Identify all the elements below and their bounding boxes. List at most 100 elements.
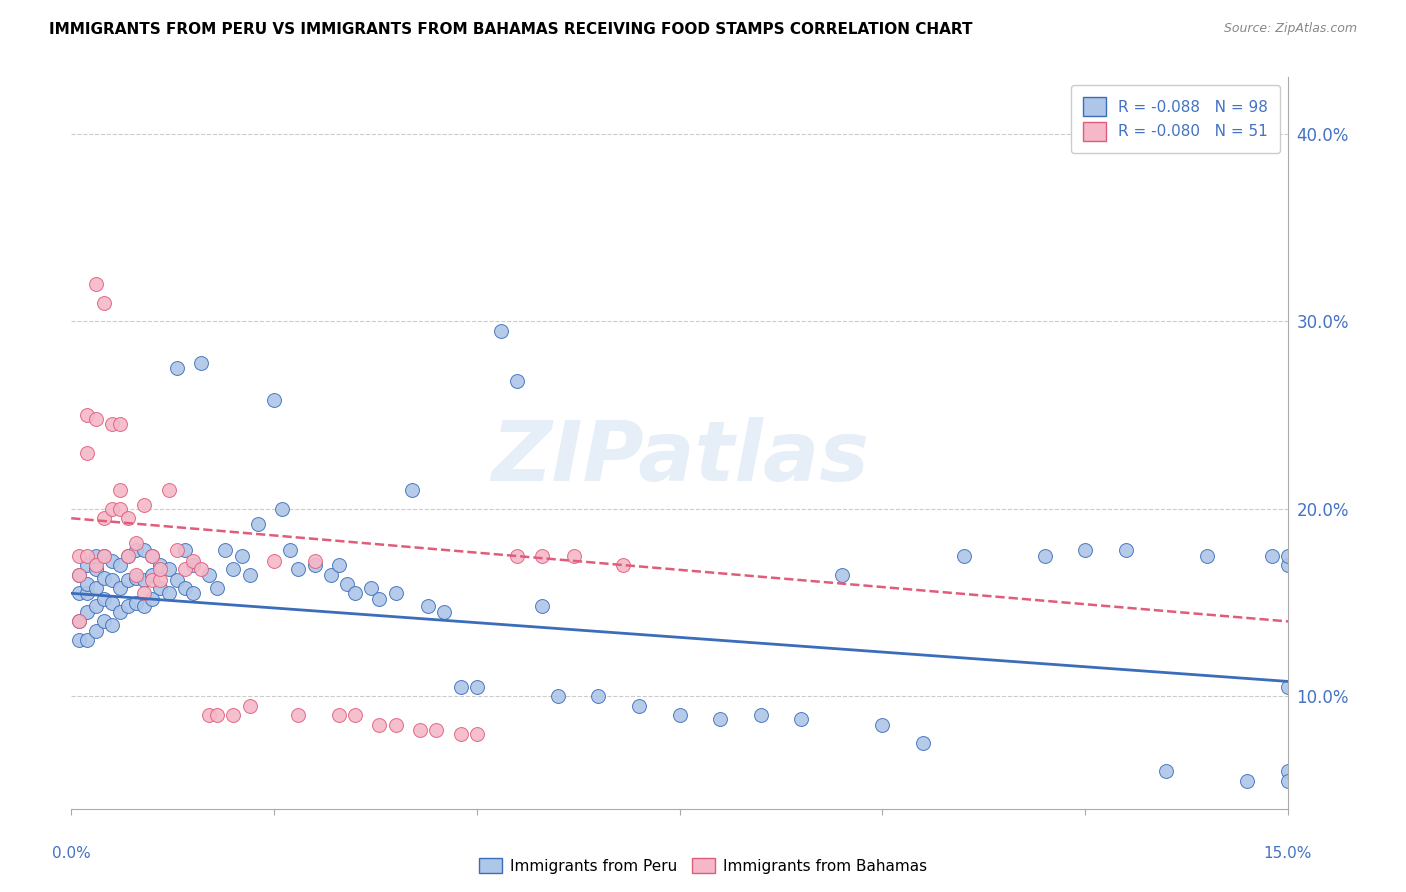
Point (67, 567, 90, 582)
Point (450, 727, 472, 741)
Point (134, 543, 156, 558)
Point (222, 562, 245, 576)
Point (1236, 773, 1258, 788)
Point (668, 708, 690, 723)
Point (831, 567, 853, 582)
Point (149, 573, 172, 587)
Point (108, 605, 131, 619)
Point (93, 295, 115, 310)
Point (368, 717, 391, 731)
Point (562, 549, 585, 563)
Point (360, 581, 382, 595)
Point (465, 680, 488, 694)
Point (117, 573, 139, 587)
Point (108, 581, 131, 595)
Point (117, 549, 139, 563)
Point (530, 599, 553, 614)
Text: ZIPatlas: ZIPatlas (491, 417, 869, 499)
Point (1261, 549, 1284, 563)
Point (67, 586, 90, 600)
Point (166, 361, 188, 376)
Point (547, 690, 569, 704)
Point (84, 624, 107, 638)
Point (246, 516, 269, 531)
Point (418, 599, 440, 614)
Text: IMMIGRANTS FROM PERU VS IMMIGRANTS FROM BAHAMAS RECEIVING FOOD STAMPS CORRELATIO: IMMIGRANTS FROM PERU VS IMMIGRANTS FROM … (49, 22, 973, 37)
Point (117, 511, 139, 525)
Point (76, 586, 98, 600)
Point (76, 558, 98, 573)
Point (190, 562, 212, 576)
Point (173, 581, 195, 595)
Point (271, 501, 294, 516)
Point (207, 708, 229, 723)
Point (67, 615, 90, 629)
Text: 0.0%: 0.0% (52, 847, 90, 861)
Point (173, 543, 195, 558)
Text: Source: ZipAtlas.com: Source: ZipAtlas.com (1223, 22, 1357, 36)
Point (489, 324, 512, 338)
Point (93, 571, 115, 585)
Point (67, 615, 90, 629)
Legend: R = -0.088   N = 98, R = -0.080   N = 51: R = -0.088 N = 98, R = -0.080 N = 51 (1071, 85, 1281, 153)
Point (263, 554, 285, 568)
Point (84, 558, 107, 573)
Point (336, 577, 359, 591)
Point (506, 374, 529, 388)
Point (67, 549, 90, 563)
Point (141, 567, 163, 582)
Point (344, 586, 367, 600)
Point (304, 554, 326, 568)
Point (287, 708, 309, 723)
Point (108, 483, 131, 497)
Point (76, 549, 98, 563)
Point (911, 736, 934, 750)
Point (368, 591, 391, 606)
Point (588, 690, 610, 704)
Point (1277, 549, 1299, 563)
Point (709, 712, 731, 726)
Point (108, 501, 131, 516)
Point (190, 355, 212, 369)
Point (239, 567, 262, 582)
Point (125, 571, 148, 585)
Point (401, 483, 423, 497)
Point (84, 581, 107, 595)
Point (465, 727, 488, 741)
Text: 15.0%: 15.0% (1264, 847, 1312, 861)
Point (328, 558, 350, 573)
Point (287, 562, 309, 576)
Point (141, 549, 163, 563)
Point (134, 599, 156, 614)
Point (207, 581, 229, 595)
Point (384, 717, 406, 731)
Point (93, 549, 115, 563)
Point (101, 573, 124, 587)
Point (1115, 543, 1137, 558)
Point (749, 708, 772, 723)
Point (263, 393, 285, 408)
Point (125, 535, 148, 549)
Point (93, 549, 115, 563)
Point (1195, 549, 1218, 563)
Point (278, 543, 301, 558)
Point (506, 549, 529, 563)
Point (952, 549, 974, 563)
Point (76, 633, 98, 648)
Point (134, 573, 156, 587)
Point (76, 408, 98, 422)
Point (450, 680, 472, 694)
Point (433, 605, 456, 619)
Point (173, 562, 195, 576)
Point (149, 558, 172, 573)
Point (101, 501, 124, 516)
Legend: Immigrants from Peru, Immigrants from Bahamas: Immigrants from Peru, Immigrants from Ba… (472, 852, 934, 880)
Point (181, 558, 204, 573)
Point (1074, 543, 1097, 558)
Point (67, 567, 90, 582)
Point (1277, 764, 1299, 779)
Point (319, 567, 342, 582)
Point (628, 698, 651, 713)
Point (134, 586, 156, 600)
Point (108, 417, 131, 432)
